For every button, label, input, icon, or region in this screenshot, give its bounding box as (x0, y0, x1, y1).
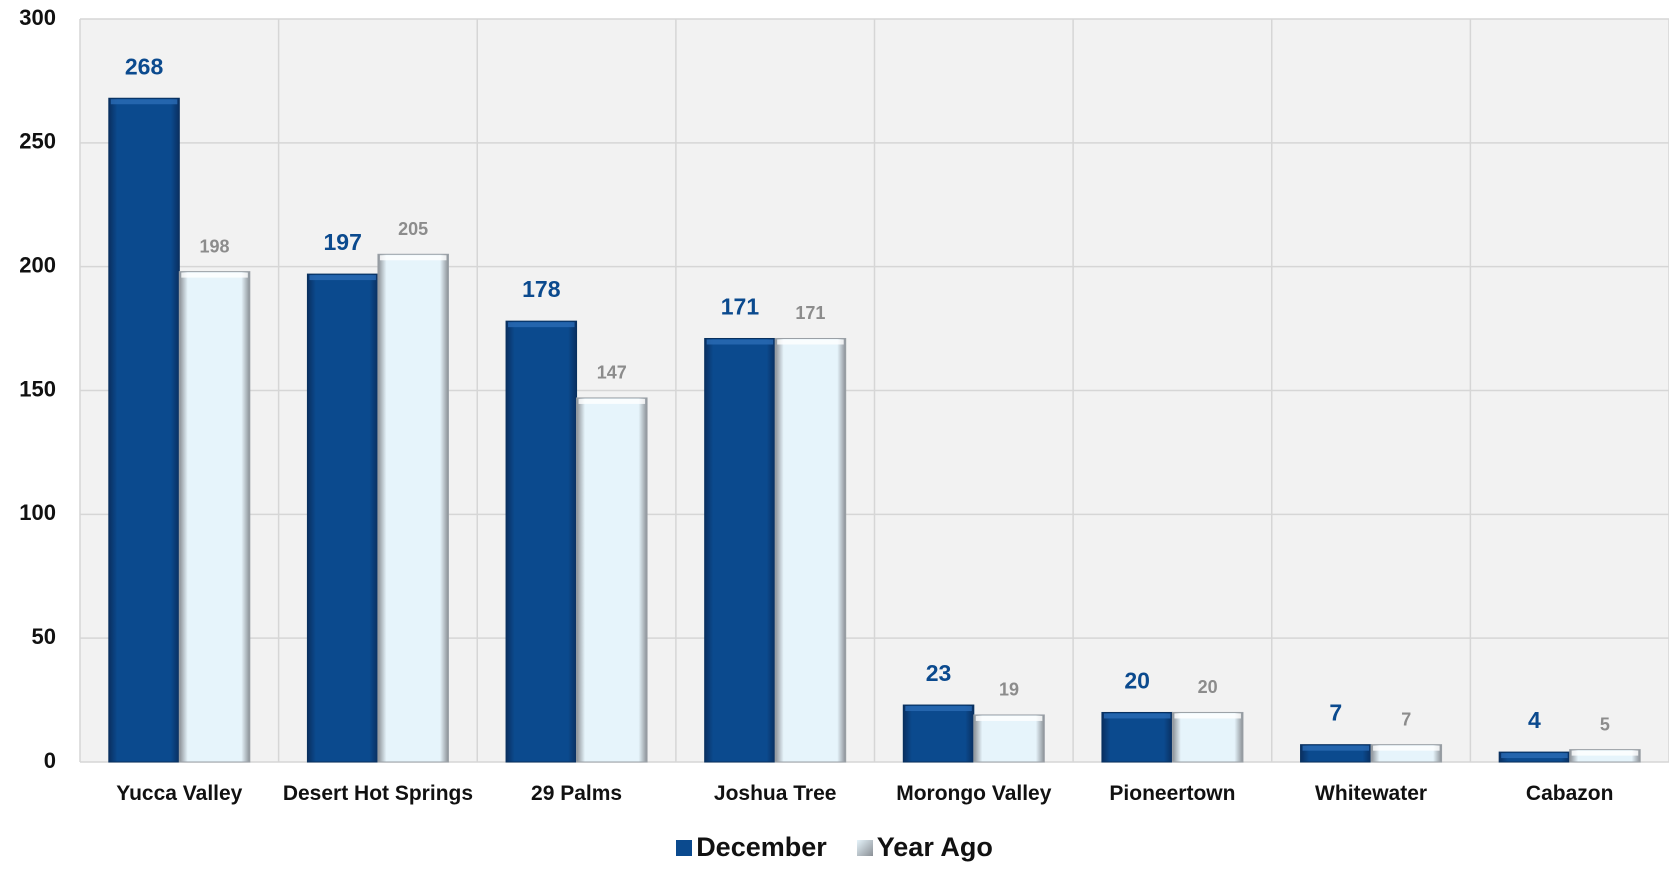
value-label: 5 (1600, 714, 1610, 734)
legend: December Year Ago (0, 832, 1669, 863)
bar-bevel (975, 715, 1043, 721)
bar (774, 337, 847, 763)
legend-label: December (696, 832, 827, 862)
y-tick-label: 100 (19, 500, 56, 525)
bar-bevel (1571, 750, 1639, 756)
value-label: 197 (323, 229, 361, 255)
y-tick-label: 150 (19, 376, 56, 401)
value-label: 4 (1528, 707, 1541, 733)
y-tick-label: 250 (19, 129, 56, 154)
bar (108, 97, 180, 763)
bar-bevel (1302, 745, 1370, 751)
value-label: 7 (1401, 709, 1411, 729)
value-label: 205 (398, 219, 428, 239)
bar-bevel (1501, 753, 1568, 759)
bar-bevel (1373, 745, 1440, 751)
value-label: 171 (721, 294, 760, 320)
value-label: 20 (1124, 668, 1150, 694)
x-tick-label: Whitewater (1315, 782, 1428, 805)
x-tick-label: Pioneertown (1109, 782, 1236, 805)
bar (576, 397, 648, 763)
bar-bevel (706, 339, 774, 345)
bar (902, 704, 975, 763)
value-label: 178 (522, 276, 561, 302)
legend-label: Year Ago (876, 832, 993, 862)
value-label: 19 (999, 680, 1019, 700)
value-label: 7 (1329, 700, 1342, 726)
x-tick-label: Morongo Valley (896, 782, 1052, 805)
legend-swatch (676, 839, 693, 856)
bar-bevel (181, 272, 248, 278)
y-tick-label: 50 (32, 624, 56, 649)
bar (178, 271, 251, 763)
x-tick-label: 29 Palms (531, 782, 623, 805)
x-tick-label: Yucca Valley (116, 782, 243, 805)
x-tick-label: Cabazon (1525, 782, 1614, 805)
x-tick-label: Desert Hot Springs (282, 782, 474, 805)
x-tick-label: Joshua Tree (713, 782, 837, 805)
value-label: 268 (125, 53, 164, 79)
bar (973, 714, 1045, 763)
bar (1101, 711, 1173, 763)
y-tick-label: 200 (19, 252, 56, 277)
bar-bevel (777, 339, 844, 345)
bar-bevel (110, 99, 178, 105)
bar-bevel (379, 255, 447, 261)
legend-item: December (676, 832, 827, 863)
value-label: 198 (200, 236, 230, 256)
bar-bevel (508, 322, 575, 328)
y-tick-label: 0 (44, 748, 56, 773)
bar-bevel (1103, 713, 1171, 719)
bar-bevel (309, 275, 376, 281)
bar (505, 320, 578, 763)
bar (377, 253, 449, 763)
value-label: 171 (795, 303, 825, 323)
bar-bevel (1174, 713, 1241, 719)
value-label: 23 (926, 660, 952, 686)
y-tick-label: 300 (19, 5, 56, 30)
legend-swatch (856, 839, 873, 856)
value-label: 147 (597, 363, 627, 383)
value-label: 20 (1198, 677, 1218, 697)
legend-item: Year Ago (856, 832, 993, 863)
bar-bevel (905, 706, 972, 712)
bar (1171, 711, 1244, 763)
bar (704, 337, 776, 763)
bar-bevel (578, 398, 646, 404)
bar (306, 273, 379, 763)
